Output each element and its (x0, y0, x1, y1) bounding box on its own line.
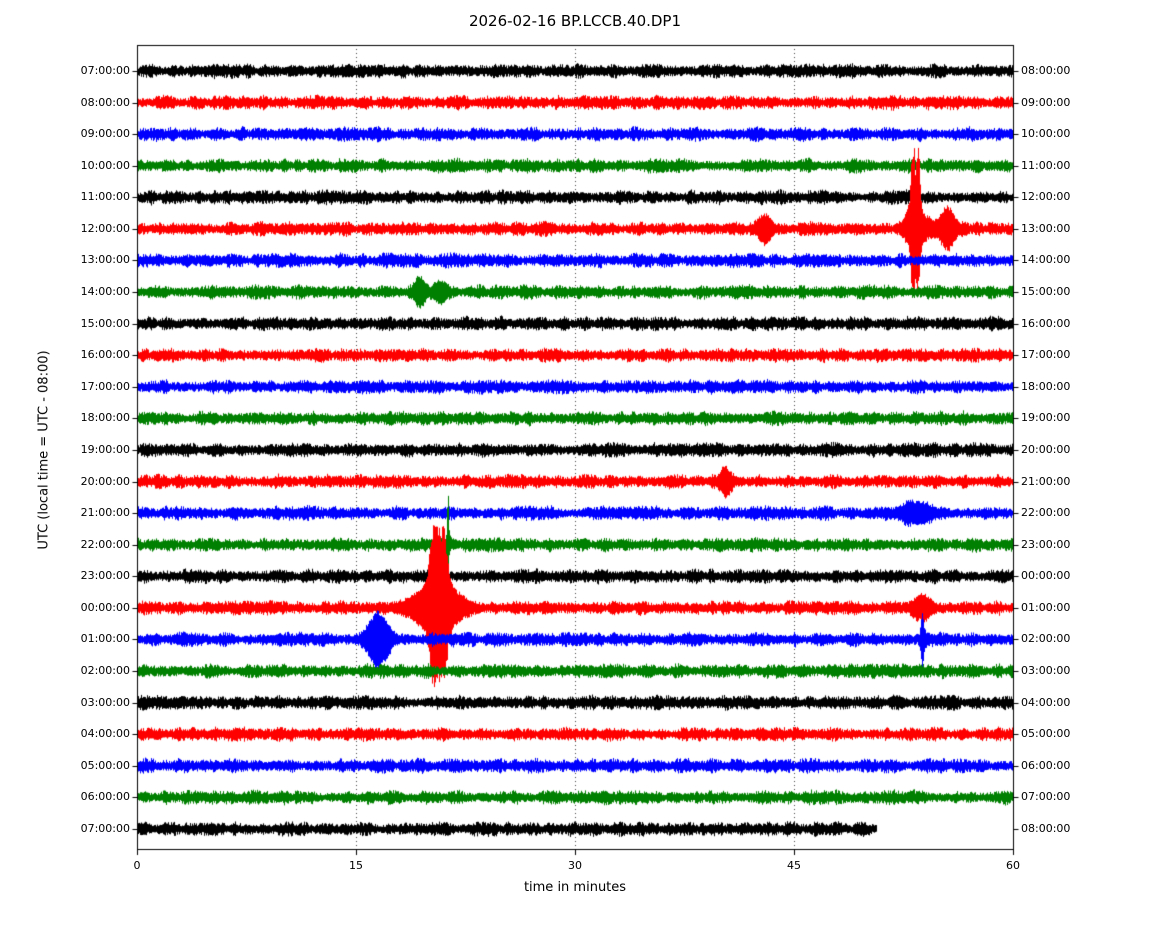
local-end-time-label: 11:00:00 (1021, 158, 1071, 172)
local-end-time-label: 04:00:00 (1021, 695, 1071, 709)
x-tick-label: 60 (1006, 859, 1020, 872)
local-end-time-label: 10:00:00 (1021, 127, 1071, 141)
local-end-time-label: 17:00:00 (1021, 348, 1071, 362)
utc-time-label: 06:00:00 (80, 790, 130, 804)
utc-time-label: 11:00:00 (80, 190, 130, 204)
utc-time-label: 12:00:00 (80, 221, 130, 235)
utc-time-label: 08:00:00 (80, 95, 130, 109)
local-end-time-label: 07:00:00 (1021, 790, 1071, 804)
utc-time-label: 18:00:00 (80, 411, 130, 425)
local-end-time-label: 18:00:00 (1021, 379, 1071, 393)
x-tick-label: 30 (568, 859, 582, 872)
utc-time-label: 23:00:00 (80, 569, 130, 583)
local-end-time-label: 20:00:00 (1021, 442, 1071, 456)
local-end-time-label: 05:00:00 (1021, 727, 1071, 741)
local-end-time-label: 13:00:00 (1021, 221, 1071, 235)
local-end-time-label: 02:00:00 (1021, 632, 1071, 646)
utc-time-label: 13:00:00 (80, 253, 130, 267)
utc-time-label: 03:00:00 (80, 695, 130, 709)
utc-time-label: 09:00:00 (80, 127, 130, 141)
local-end-time-label: 08:00:00 (1021, 64, 1071, 77)
local-end-time-label: 01:00:00 (1021, 600, 1071, 614)
local-end-time-label: 09:00:00 (1021, 95, 1071, 109)
utc-time-label: 14:00:00 (80, 285, 130, 299)
utc-time-label: 19:00:00 (80, 442, 130, 456)
utc-time-label: 20:00:00 (80, 474, 130, 488)
local-end-time-label: 12:00:00 (1021, 190, 1071, 204)
utc-time-label: 22:00:00 (80, 537, 130, 551)
utc-time-label: 01:00:00 (80, 632, 130, 646)
utc-time-label: 17:00:00 (80, 379, 130, 393)
utc-time-label: 21:00:00 (80, 506, 130, 520)
local-end-time-label: 08:00:00 (1021, 821, 1071, 835)
local-end-time-label: 21:00:00 (1021, 474, 1071, 488)
local-end-time-label: 19:00:00 (1021, 411, 1071, 425)
x-tick-label: 15 (349, 859, 363, 872)
local-end-time-label: 15:00:00 (1021, 285, 1071, 299)
local-end-time-label: 22:00:00 (1021, 506, 1071, 520)
local-end-time-label: 00:00:00 (1021, 569, 1071, 583)
local-end-time-label: 03:00:00 (1021, 664, 1071, 678)
utc-time-label: 16:00:00 (80, 348, 130, 362)
local-end-time-label: 06:00:00 (1021, 758, 1071, 772)
chart-title: 2026-02-16 BP.LCCB.40.DP1 (468, 12, 682, 30)
local-end-time-label: 23:00:00 (1021, 537, 1071, 551)
x-tick-label: 0 (133, 859, 141, 872)
x-axis-label: time in minutes (523, 880, 627, 895)
local-end-time-label: 16:00:00 (1021, 316, 1071, 330)
utc-time-label: 05:00:00 (80, 758, 130, 772)
utc-time-label: 07:00:00 (80, 64, 130, 77)
utc-time-label: 02:00:00 (80, 664, 130, 678)
utc-time-label: 15:00:00 (80, 316, 130, 330)
x-tick-label: 45 (787, 859, 801, 872)
utc-time-label: 00:00:00 (80, 600, 130, 614)
utc-time-label: 04:00:00 (80, 727, 130, 741)
utc-time-label: 10:00:00 (80, 158, 130, 172)
utc-time-label: 07:00:00 (80, 821, 130, 835)
local-end-time-label: 14:00:00 (1021, 253, 1071, 267)
